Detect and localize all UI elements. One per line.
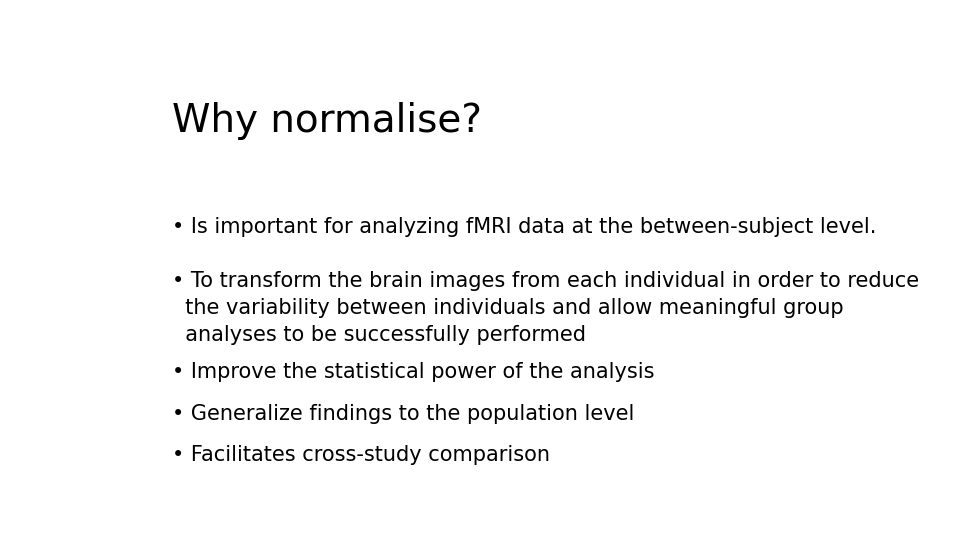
Text: • Improve the statistical power of the analysis: • Improve the statistical power of the a… bbox=[172, 362, 655, 382]
Text: • To transform the brain images from each individual in order to reduce
  the va: • To transform the brain images from eac… bbox=[172, 271, 920, 345]
Text: • Facilitates cross-study comparison: • Facilitates cross-study comparison bbox=[172, 446, 550, 465]
Text: Why normalise?: Why normalise? bbox=[172, 102, 482, 140]
Text: • Generalize findings to the population level: • Generalize findings to the population … bbox=[172, 404, 635, 424]
Text: • Is important for analyzing fMRI data at the between-subject level.: • Is important for analyzing fMRI data a… bbox=[172, 217, 876, 237]
